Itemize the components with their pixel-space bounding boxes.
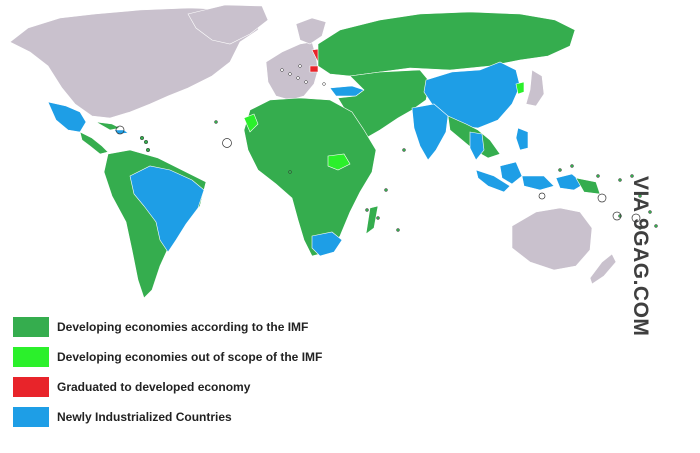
new-zealand	[589, 253, 617, 285]
middle-east-central-asia	[337, 69, 431, 139]
island-rings	[115, 125, 641, 223]
scandinavia	[295, 17, 327, 45]
legend-swatch-newly-industrialized	[13, 407, 49, 427]
north-korea	[515, 81, 525, 95]
south-sudan	[327, 153, 351, 171]
madagascar	[365, 205, 379, 235]
island-markers	[139, 120, 658, 232]
mexico	[47, 101, 87, 133]
australia	[511, 207, 593, 271]
legend-label: Developing economies out of scope of the…	[57, 350, 323, 364]
legend-swatch-graduated	[13, 377, 49, 397]
world-map	[9, 4, 658, 299]
philippines	[515, 127, 529, 151]
japan	[525, 69, 545, 107]
north-america	[9, 7, 263, 119]
thailand-malaysia	[469, 131, 485, 161]
legend-label: Developing economies according to the IM…	[57, 320, 309, 334]
india	[411, 103, 449, 161]
europe	[265, 41, 319, 101]
eastern-europe-russia	[317, 11, 576, 77]
caribbean	[95, 121, 121, 131]
south-africa	[311, 231, 343, 257]
new-guinea	[555, 173, 585, 191]
legend-swatch-developing	[13, 317, 49, 337]
legend-item-developing: Developing economies according to the IM…	[13, 312, 433, 342]
legend-item-newly-industrialized: Newly Industrialized Countries	[13, 402, 433, 432]
europe-markers	[280, 64, 326, 86]
greenland	[187, 4, 269, 45]
legend-swatch-out-of-scope	[13, 347, 49, 367]
legend: Developing economies according to the IM…	[13, 312, 433, 432]
legend-item-out-of-scope: Developing economies out of scope of the…	[13, 342, 433, 372]
indonesia-east	[521, 175, 555, 191]
africa	[243, 97, 377, 257]
legend-item-graduated: Graduated to developed economy	[13, 372, 433, 402]
watermark: VIA 9GAG.COM	[629, 176, 652, 337]
legend-label: Graduated to developed economy	[57, 380, 251, 394]
central-america	[79, 131, 109, 155]
graduated-europe-2	[309, 65, 319, 73]
borneo	[499, 161, 523, 185]
brazil	[129, 165, 205, 253]
indonesia-west	[475, 169, 511, 193]
papua	[575, 177, 601, 195]
legend-label: Newly Industrialized Countries	[57, 410, 232, 424]
western-sahara	[243, 113, 259, 133]
